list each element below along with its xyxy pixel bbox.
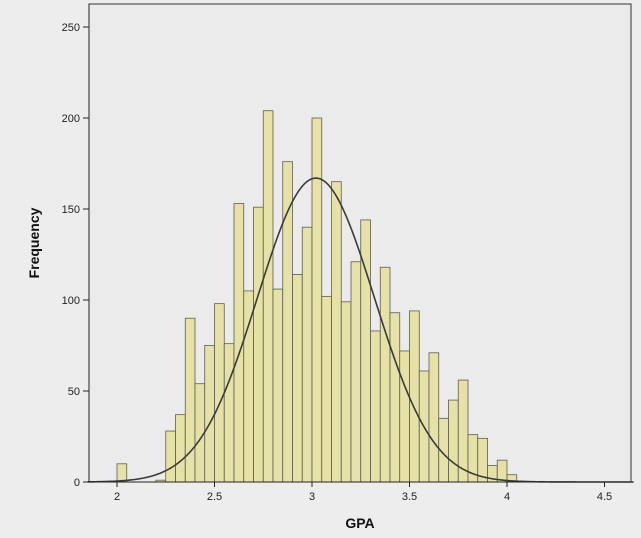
histogram-bar <box>389 312 401 483</box>
histogram-bar <box>370 330 381 483</box>
histogram-bar <box>399 350 410 483</box>
axes: 0 50 100 150 200 250 2 2.5 3 3.5 4 4.5 <box>62 4 631 503</box>
histogram-bar <box>116 463 128 483</box>
histogram-bar <box>350 261 362 483</box>
histogram-bar <box>292 274 303 483</box>
histogram-bar <box>223 343 235 483</box>
histogram-bar <box>321 295 332 483</box>
x-tick-label: 3.5 <box>402 491 417 503</box>
y-tick-label: 200 <box>62 113 80 125</box>
histogram-bars <box>116 110 518 483</box>
x-tick-label: 4.5 <box>597 491 612 503</box>
y-tick-label: 250 <box>62 22 80 34</box>
histogram-bar <box>448 399 459 483</box>
histogram-bar <box>331 181 342 483</box>
histogram-bar <box>496 459 508 483</box>
histogram-bar <box>340 301 352 483</box>
histogram-bar <box>204 345 215 483</box>
histogram-bar <box>214 303 225 483</box>
y-tick-label: 0 <box>74 477 80 489</box>
histogram-bar <box>253 206 264 483</box>
histogram-bar <box>175 414 186 483</box>
histogram-bar <box>409 310 420 483</box>
y-tick-label: 100 <box>62 295 80 307</box>
histogram-bar <box>311 117 323 483</box>
x-axis-title: GPA <box>345 515 374 531</box>
histogram-bar <box>428 352 440 483</box>
y-axis-title: Frequency <box>26 207 42 278</box>
y-tick-label: 50 <box>68 386 80 398</box>
x-tick-label: 4 <box>504 491 510 503</box>
x-tick-label: 3 <box>309 491 315 503</box>
histogram-bar <box>262 110 274 483</box>
x-tick-label: 2 <box>114 491 120 503</box>
histogram-bar <box>301 226 313 483</box>
histogram-bar <box>165 430 176 483</box>
histogram-bar <box>272 288 284 483</box>
x-tick-label: 2.5 <box>207 491 222 503</box>
histogram-bar <box>184 317 196 483</box>
histogram-bar <box>243 290 254 483</box>
y-tick-label: 150 <box>62 204 80 216</box>
histogram-bar <box>379 266 391 483</box>
